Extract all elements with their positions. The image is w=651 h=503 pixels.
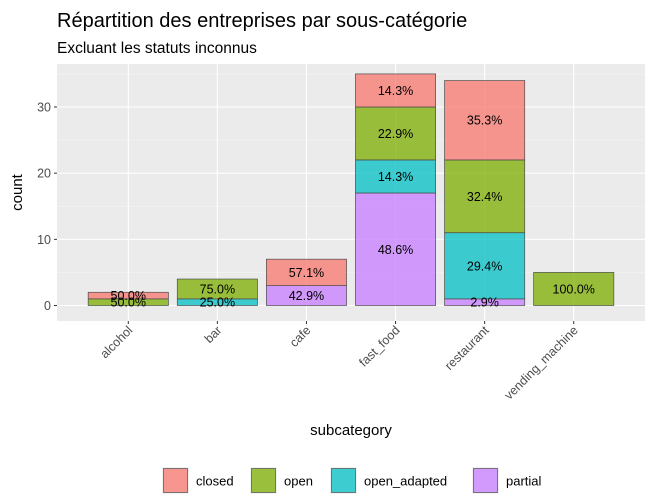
data-label: 2.9%: [470, 296, 499, 310]
data-label: 29.4%: [467, 259, 502, 273]
y-tick-label: 30: [37, 101, 51, 115]
data-label: 22.9%: [378, 127, 413, 141]
y-tick-label: 10: [37, 233, 51, 247]
y-tick-label: 0: [44, 299, 51, 313]
y-axis-title: count: [9, 173, 26, 211]
bar-segment-closed: [266, 258, 347, 287]
chart-subtitle: Excluant les statuts inconnus: [57, 40, 257, 57]
bar-segment-closed: [355, 73, 436, 108]
bar-segment-open: [176, 278, 258, 300]
data-label: 57.1%: [289, 266, 324, 280]
data-label: 100.0%: [553, 282, 595, 296]
bar-segment-open_adapted: [444, 232, 526, 300]
bar-segment-open: [533, 272, 615, 306]
x-tick-label: restaurant: [442, 323, 492, 373]
data-label: 50.0%: [111, 289, 146, 303]
x-axis-title: subcategory: [310, 422, 392, 439]
legend: closed open open_adapted partial: [162, 467, 542, 494]
data-label: 32.4%: [467, 190, 502, 204]
chart-title: Répartition des entreprises par sous-cat…: [57, 10, 467, 32]
legend-key-open_adapted: [331, 468, 356, 493]
bar-segment-partial: [355, 192, 436, 306]
bar-segment-closed: [444, 80, 526, 161]
data-label: 14.3%: [378, 170, 413, 184]
x-tick-label: cafe: [287, 323, 314, 350]
x-tick-label: alcohol: [97, 323, 135, 361]
bar-segment-open: [444, 159, 526, 234]
legend-label: partial: [506, 474, 542, 489]
legend-key-partial: [473, 468, 498, 493]
x-tick-label: bar: [202, 323, 225, 346]
y-axis-ticks: 0 10 20 30: [37, 101, 57, 313]
bar-labels: 50.0%50.0% 25.0%75.0% 42.9% 57.1% 48.6% 14.3%…: [111, 84, 595, 310]
data-label: 14.3%: [378, 84, 413, 98]
legend-label: open: [284, 474, 313, 489]
bars: [87, 73, 615, 306]
data-label: 75.0%: [200, 282, 235, 296]
bar-segment-open_adapted: [355, 159, 436, 194]
data-label: 42.9%: [289, 289, 324, 303]
legend-key-closed: [163, 468, 188, 493]
data-label: 50.0%: [111, 296, 146, 310]
x-tick-label: vending_machine: [502, 323, 581, 402]
x-axis-ticks: alcohol bar cafe fast_food restaurant vending…: [97, 321, 581, 402]
data-label: 35.3%: [467, 114, 502, 128]
legend-key-open: [251, 468, 276, 493]
data-label: 25.0%: [200, 296, 235, 310]
bar-segment-closed: [87, 291, 169, 300]
legend-label: closed: [196, 474, 234, 489]
legend-label: open_adapted: [364, 474, 447, 489]
data-label: 48.6%: [378, 243, 413, 257]
x-tick-label: fast_food: [356, 323, 402, 369]
y-tick-label: 20: [37, 167, 51, 181]
